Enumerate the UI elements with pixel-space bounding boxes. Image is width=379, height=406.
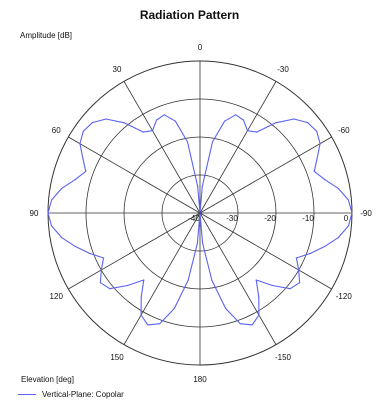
radial-tick-label: -40 xyxy=(188,214,200,223)
series-point xyxy=(351,212,352,213)
grid-spoke xyxy=(200,137,332,213)
series-point xyxy=(143,279,144,280)
series-point xyxy=(298,269,299,270)
series-point xyxy=(258,314,259,315)
series-point xyxy=(164,114,165,115)
series-point xyxy=(82,158,83,159)
series-point xyxy=(197,186,198,187)
radial-tick-label: -10 xyxy=(302,214,314,223)
series-point xyxy=(324,179,325,180)
angle-tick-label: 120 xyxy=(50,292,64,301)
series-point xyxy=(124,122,125,123)
angle-tick-label: -150 xyxy=(275,353,292,362)
series-point xyxy=(89,253,90,254)
series-point xyxy=(296,257,297,258)
series-point xyxy=(188,280,189,281)
series-point xyxy=(127,285,128,286)
series-point xyxy=(152,130,153,131)
series-point xyxy=(85,171,86,172)
series-point xyxy=(147,324,148,325)
series-point xyxy=(338,237,339,238)
series-point xyxy=(324,246,325,247)
series-point xyxy=(320,143,321,144)
series-point xyxy=(290,288,291,289)
series-point xyxy=(61,188,62,189)
series-point xyxy=(211,280,212,281)
series-point xyxy=(247,130,248,131)
grid-spoke xyxy=(68,137,200,213)
series-point xyxy=(61,237,62,238)
series-point xyxy=(338,188,339,189)
series-point xyxy=(275,122,276,123)
series-point xyxy=(348,225,349,226)
radial-tick-label: -30 xyxy=(226,214,238,223)
angle-tick-label: 30 xyxy=(113,65,122,74)
series-point xyxy=(310,253,311,254)
angle-tick-label: 60 xyxy=(52,126,61,135)
series-point xyxy=(75,179,76,180)
series-point xyxy=(75,246,76,247)
series-point xyxy=(256,279,257,280)
series-point xyxy=(293,118,294,119)
series-point xyxy=(197,243,198,244)
angle-tick-label: -60 xyxy=(338,126,350,135)
angle-tick-label: -90 xyxy=(360,209,372,218)
grid-spoke xyxy=(200,213,332,289)
angle-tick-label: 180 xyxy=(193,375,207,384)
series-point xyxy=(225,308,226,309)
angle-tick-label: 0 xyxy=(198,43,203,52)
series-point xyxy=(317,158,318,159)
radial-tick-label: 0 xyxy=(344,214,349,223)
series-point xyxy=(83,131,84,132)
series-point xyxy=(272,285,273,286)
series-point xyxy=(243,119,244,120)
series-point xyxy=(105,118,106,119)
series-point xyxy=(141,296,142,297)
series-point xyxy=(175,121,176,122)
angle-tick-label: 90 xyxy=(30,209,39,218)
series-point xyxy=(235,114,236,115)
series-point xyxy=(79,143,80,144)
series-point xyxy=(100,282,101,283)
series-point xyxy=(199,212,200,213)
series-point xyxy=(103,257,104,258)
series-point xyxy=(187,141,188,142)
series-point xyxy=(240,323,241,324)
angle-tick-label: -30 xyxy=(277,65,289,74)
series-point xyxy=(92,122,93,123)
series-point xyxy=(299,282,300,283)
series-point xyxy=(316,131,317,132)
series-point xyxy=(314,171,315,172)
series-point xyxy=(156,119,157,120)
series-point xyxy=(109,288,110,289)
series-point xyxy=(202,243,203,244)
series-point xyxy=(101,269,102,270)
angle-tick-label: -120 xyxy=(336,292,353,301)
series-point xyxy=(141,314,142,315)
series-point xyxy=(47,212,48,213)
series-point xyxy=(212,141,213,142)
series-point xyxy=(258,296,259,297)
grid-spoke xyxy=(68,213,200,289)
series-point xyxy=(174,308,175,309)
series-point xyxy=(256,132,257,133)
radial-tick-label: -20 xyxy=(264,214,276,223)
angle-tick-label: 150 xyxy=(110,353,124,362)
series-point xyxy=(159,323,160,324)
series-point xyxy=(202,186,203,187)
series-point xyxy=(51,199,52,200)
series-point xyxy=(307,122,308,123)
series-point xyxy=(224,121,225,122)
series-point xyxy=(252,324,253,325)
series-point xyxy=(51,225,52,226)
series-point xyxy=(143,132,144,133)
series-point xyxy=(348,199,349,200)
